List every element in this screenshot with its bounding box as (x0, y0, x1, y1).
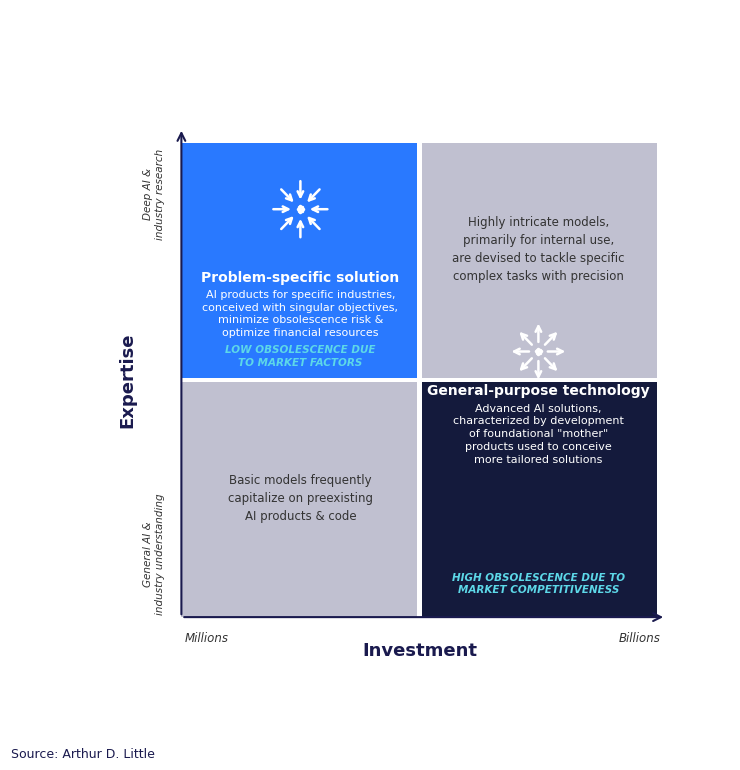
Bar (422, 142, 657, 377)
Text: Problem-specific solution: Problem-specific solution (201, 271, 400, 285)
Text: Basic models frequently
capitalize on preexisting
AI products & code: Basic models frequently capitalize on pr… (228, 474, 373, 523)
Text: HIGH OBSOLESCENCE DUE TO
MARKET COMPETITIVENESS: HIGH OBSOLESCENCE DUE TO MARKET COMPETIT… (452, 573, 625, 595)
Text: Millions: Millions (184, 632, 228, 645)
Bar (181, 142, 417, 377)
Bar (181, 383, 417, 617)
Text: Investment: Investment (362, 642, 477, 660)
Text: Advanced AI solutions,
characterized by development
of foundational "mother"
pro: Advanced AI solutions, characterized by … (453, 403, 624, 465)
Text: General AI &
industry understanding: General AI & industry understanding (143, 494, 165, 615)
Bar (422, 383, 657, 617)
Text: Highly intricate models,
primarily for internal use,
are devised to tackle speci: Highly intricate models, primarily for i… (452, 216, 625, 283)
Text: AI products for specific industries,
conceived with singular objectives,
minimiz: AI products for specific industries, con… (203, 290, 398, 338)
Text: Source: Arthur D. Little: Source: Arthur D. Little (11, 748, 155, 761)
Text: Billions: Billions (619, 632, 660, 645)
Text: General-purpose technology: General-purpose technology (427, 384, 650, 398)
Text: LOW OBSOLESCENCE DUE
TO MARKET FACTORS: LOW OBSOLESCENCE DUE TO MARKET FACTORS (225, 345, 376, 368)
Text: Deep AI &
industry research: Deep AI & industry research (143, 149, 165, 240)
Text: Expertise: Expertise (118, 332, 136, 427)
